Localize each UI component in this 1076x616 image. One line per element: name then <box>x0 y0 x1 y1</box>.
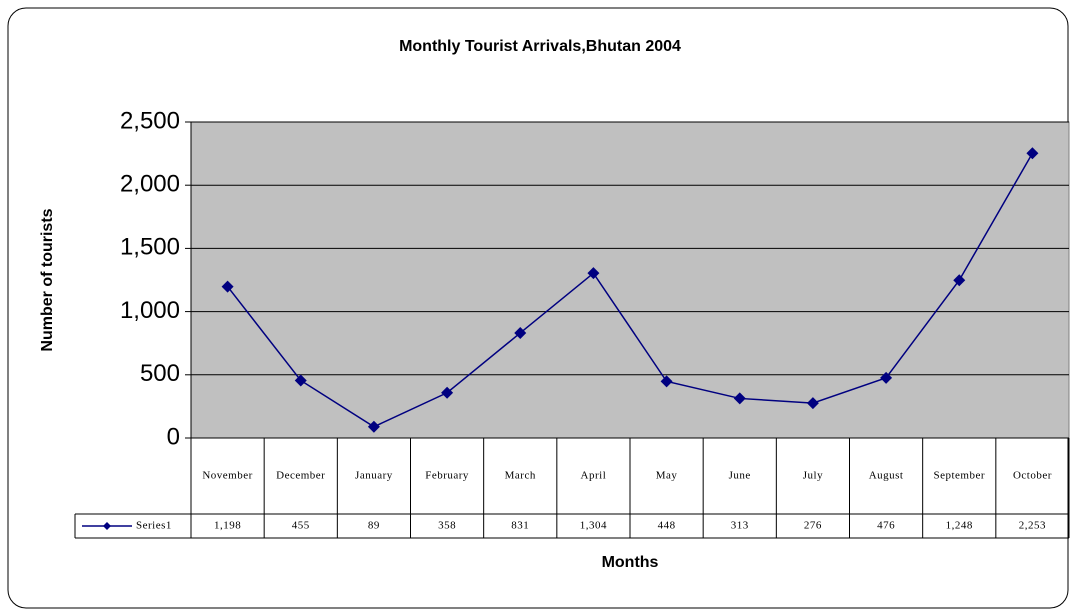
marker <box>587 267 600 280</box>
marker <box>514 326 527 339</box>
data-label: 89 <box>368 520 380 532</box>
y-tick-label: 2,000 <box>120 171 180 198</box>
y-tick-label: 1,000 <box>120 297 180 324</box>
data-label: 2,253 <box>1019 520 1046 532</box>
x-tick-label: August <box>869 470 904 482</box>
data-label: 1,248 <box>946 520 973 532</box>
marker <box>806 397 819 410</box>
data-label: 276 <box>804 520 822 532</box>
marker <box>660 375 673 388</box>
legend-label: Series1 <box>136 520 172 532</box>
marker <box>1026 147 1039 160</box>
marker <box>221 280 234 293</box>
chart-title: Monthly Tourist Arrivals,Bhutan 2004 <box>399 38 681 55</box>
x-tick-label: November <box>202 470 252 482</box>
x-tick-label: January <box>355 470 393 482</box>
data-label: 476 <box>877 520 895 532</box>
x-tick-label: April <box>581 470 607 482</box>
marker <box>294 374 307 387</box>
marker <box>880 371 893 384</box>
x-tick-label: February <box>425 470 469 482</box>
x-tick-label: October <box>1013 470 1052 482</box>
data-label: 313 <box>731 520 749 532</box>
plot-area <box>190 121 1070 439</box>
x-tick-label: December <box>276 470 325 482</box>
x-tick-label: June <box>729 470 751 482</box>
data-label: 448 <box>658 520 676 532</box>
data-label: 831 <box>511 520 529 532</box>
x-tick-label: May <box>656 470 678 482</box>
data-label: 358 <box>438 520 456 532</box>
x-axis-label: Months <box>602 554 659 571</box>
y-axis-label: Number of tourists <box>39 208 56 351</box>
marker <box>367 420 380 433</box>
y-tick-label: 2,500 <box>120 107 180 134</box>
y-tick-label: 0 <box>167 423 180 450</box>
marker <box>733 392 746 405</box>
x-tick-label: March <box>505 470 536 482</box>
data-label: 455 <box>292 520 310 532</box>
x-tick-label: July <box>803 470 823 482</box>
x-tick-label: September <box>933 470 985 482</box>
legend-marker <box>103 522 111 530</box>
marker <box>953 274 966 287</box>
y-tick-label: 500 <box>140 360 180 387</box>
y-tick-label: 1,500 <box>120 234 180 261</box>
data-label: 1,304 <box>580 520 607 532</box>
data-label: 1,198 <box>214 520 241 532</box>
marker <box>441 386 454 399</box>
line <box>226 152 1034 428</box>
